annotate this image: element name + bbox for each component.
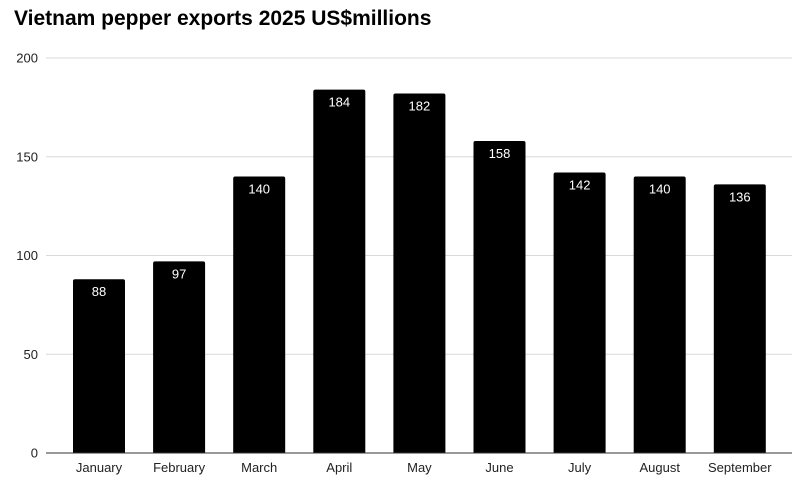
data-label-march: 140 [248, 182, 270, 197]
data-label-july: 142 [569, 178, 591, 193]
data-label-august: 140 [649, 182, 671, 197]
x-tick-label-april: April [326, 460, 352, 475]
x-tick-label-june: June [485, 460, 513, 475]
x-tick-label-may: May [407, 460, 432, 475]
y-tick-label: 100 [16, 248, 38, 263]
bar-may [393, 93, 446, 454]
x-tick-label-july: July [568, 460, 592, 475]
bar-february [153, 261, 206, 453]
bars [73, 89, 766, 454]
x-tick-label-february: February [153, 460, 206, 475]
data-label-may: 182 [409, 99, 431, 114]
y-tick-label: 0 [31, 446, 38, 461]
data-label-april: 184 [328, 95, 350, 110]
y-axis-ticks: 0 50 100 150 200 [16, 51, 38, 461]
x-tick-label-january: January [76, 460, 123, 475]
bar-september [713, 184, 766, 453]
data-label-january: 88 [92, 284, 106, 299]
bar-april [313, 89, 366, 453]
chart-title: Vietnam pepper exports 2025 US$millions [14, 7, 432, 30]
y-tick-label: 200 [16, 51, 38, 66]
data-labels: 88 97 140 184 182 158 142 140 136 [92, 95, 751, 300]
x-axis-ticks: January February March April May June July Augu… [76, 460, 772, 475]
x-tick-label-march: March [241, 460, 277, 475]
y-tick-label: 150 [16, 149, 38, 164]
bar-june [473, 140, 526, 453]
data-label-june: 158 [489, 146, 511, 161]
data-label-february: 97 [172, 266, 186, 281]
bar-august [633, 176, 686, 453]
bar-january [73, 279, 125, 453]
x-tick-label-september: September [708, 460, 772, 475]
y-tick-label: 50 [24, 347, 38, 362]
bar-march [233, 176, 286, 453]
bar-july [553, 172, 606, 454]
x-tick-label-august: August [639, 460, 680, 475]
data-label-september: 136 [729, 189, 751, 204]
